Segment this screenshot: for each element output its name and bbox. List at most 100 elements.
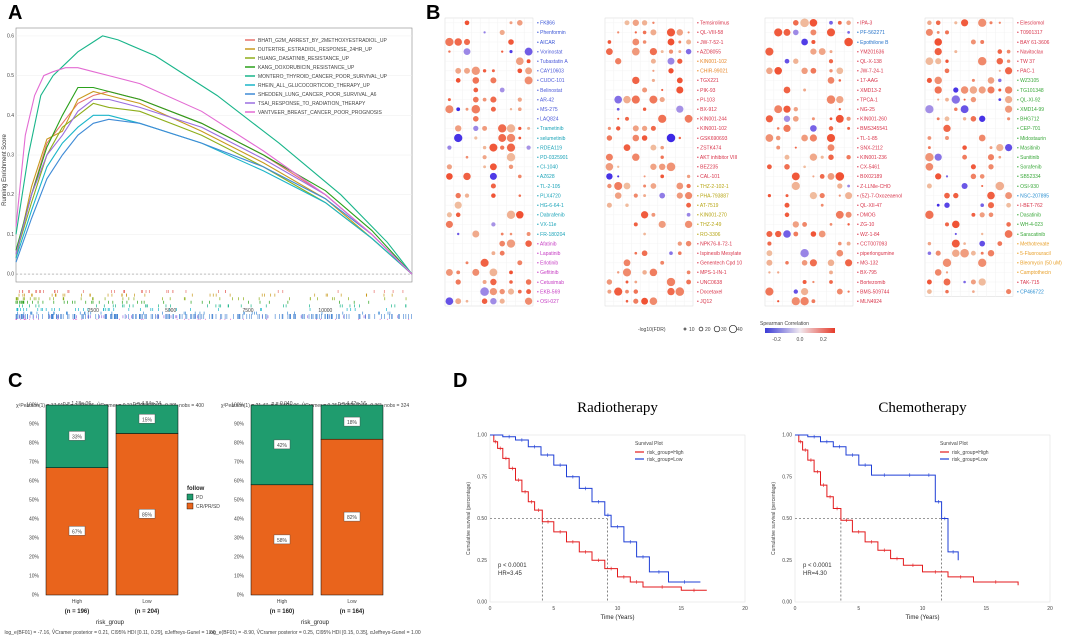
dotplot-dot [810, 29, 817, 36]
dotplot-dot [517, 260, 523, 266]
dotplot-dot [945, 175, 949, 178]
panel-label-a: A [8, 2, 23, 24]
bar-ytick-label: 50% [29, 498, 40, 504]
dotplot-dot [783, 124, 791, 132]
dotplot-dot [667, 38, 675, 46]
dotplot-dot [811, 39, 816, 45]
dotplot-dot [945, 59, 949, 63]
dotplot-dot [792, 221, 799, 228]
dotplot-dot [969, 86, 978, 94]
dotplot-dot [827, 144, 835, 152]
dotplot-dot [491, 69, 495, 73]
size-legend-label: 10 [689, 327, 695, 333]
gsea-plot: Running Enrichment Score 0.0 0.1 0.2 0.3 0.4… [2, 27, 413, 320]
bar-ytick-label: 60% [234, 479, 245, 485]
dotplot-dot [963, 98, 966, 101]
dotplot-dot [953, 87, 959, 93]
km-xtick-label: 10 [615, 606, 621, 612]
dotplot-dot [473, 87, 479, 93]
gsea-legend-label: RHEIN_ALL_GLUCOCORTICOID_THERAPY_UP [258, 83, 371, 89]
dotplot-dot [625, 280, 629, 284]
dotplot-dot [952, 249, 960, 257]
dotplot-dot [978, 134, 986, 142]
drug-label: • WZ-1-84 [857, 232, 880, 238]
dotplot-dot [633, 193, 638, 198]
value-label: 82% [347, 515, 358, 521]
dotplot-dot [481, 298, 488, 304]
drug-label: • KIN001-260 [857, 117, 887, 123]
dotplot-dot [960, 248, 969, 258]
dotplot-dot [631, 95, 640, 104]
drug-label: • FK866 [537, 21, 555, 27]
dotplot-dot [926, 183, 932, 189]
dotplot-dot [508, 39, 514, 45]
dotplot-dot [791, 181, 800, 191]
dotplot-dot [812, 280, 815, 284]
dotplot-dot [793, 29, 799, 36]
dotplot-dot [810, 67, 817, 74]
dotplot-dot [652, 69, 655, 72]
dotplot-dot [482, 97, 487, 102]
dotplot-dot [669, 251, 673, 256]
bar-n-label: (n = 160) [270, 609, 295, 615]
dotplot-dot [828, 126, 834, 131]
dotplot-dot [445, 220, 453, 228]
dotplot-dot [767, 241, 772, 246]
dotplot-dot [506, 143, 516, 152]
dotplot-dot [447, 98, 451, 102]
dotplot-dot [927, 136, 932, 140]
drug-label: • MG-132 [857, 261, 878, 267]
dotplot-dot [997, 241, 1003, 246]
dotplot-dot [686, 39, 692, 45]
dotplot-dot [945, 289, 949, 294]
km-legend-label: risk_group=Low [647, 457, 683, 463]
bar-category-label: Low [347, 599, 357, 605]
dotplot-dot [811, 299, 816, 304]
dotplot-dot [980, 203, 984, 207]
dotplot-dot [827, 77, 835, 84]
bar-ytick-label: 20% [29, 555, 40, 561]
dotplot-dot [650, 125, 656, 131]
km-xlabel: Time (Years) [601, 615, 635, 621]
dotplot-dot [649, 268, 658, 277]
dotplot-dot [517, 20, 523, 26]
km-ytick-label: 0.25 [782, 558, 792, 564]
dotplot-dot [962, 154, 968, 160]
dotplot-dot [838, 79, 842, 82]
value-label-box [343, 416, 361, 427]
dotplot-dot [491, 222, 496, 227]
dotplot-dot [953, 192, 959, 199]
bar-ytick-label: 100% [231, 403, 244, 409]
dotplot-dot [499, 288, 505, 295]
dotplot-dot [641, 135, 648, 141]
km-hr: HR=4.30 [803, 571, 828, 577]
drug-label: • T0901317 [1017, 30, 1043, 36]
dotplot-dot [482, 69, 487, 73]
panel-label-d: D [453, 370, 468, 392]
dotplot-dot [660, 155, 664, 159]
bar-pvalue: p = 1.18e-06 [63, 401, 91, 407]
dotplot-dot [649, 47, 658, 56]
dotplot-dot [970, 250, 976, 256]
dotplot-dot [936, 30, 940, 34]
drug-label: • Midostaurin [1017, 136, 1046, 142]
dotplot-dot [925, 28, 933, 36]
value-label: 67% [72, 529, 83, 535]
dotplot-dot [1005, 105, 1013, 113]
dotplot-dot [978, 258, 987, 267]
gsea-xtick-label: 5000 [165, 308, 176, 314]
dotplot-dot [491, 193, 496, 198]
dotplot-dot [972, 290, 975, 293]
dotplot-dot [963, 242, 966, 245]
drug-label: • FR-180204 [537, 232, 565, 238]
dotplot-dot [667, 57, 675, 65]
dotplot-dot [962, 117, 967, 121]
km-curve-low [795, 434, 959, 561]
dotplot-dot [676, 192, 683, 199]
dotplot-dot [490, 96, 497, 103]
dotplot-dot [649, 95, 658, 104]
dotplot-dot [524, 76, 533, 85]
drug-label: • TW 37 [1017, 59, 1035, 65]
drug-label: • ZG-10 [857, 222, 875, 228]
dotplot-dot [826, 133, 836, 143]
